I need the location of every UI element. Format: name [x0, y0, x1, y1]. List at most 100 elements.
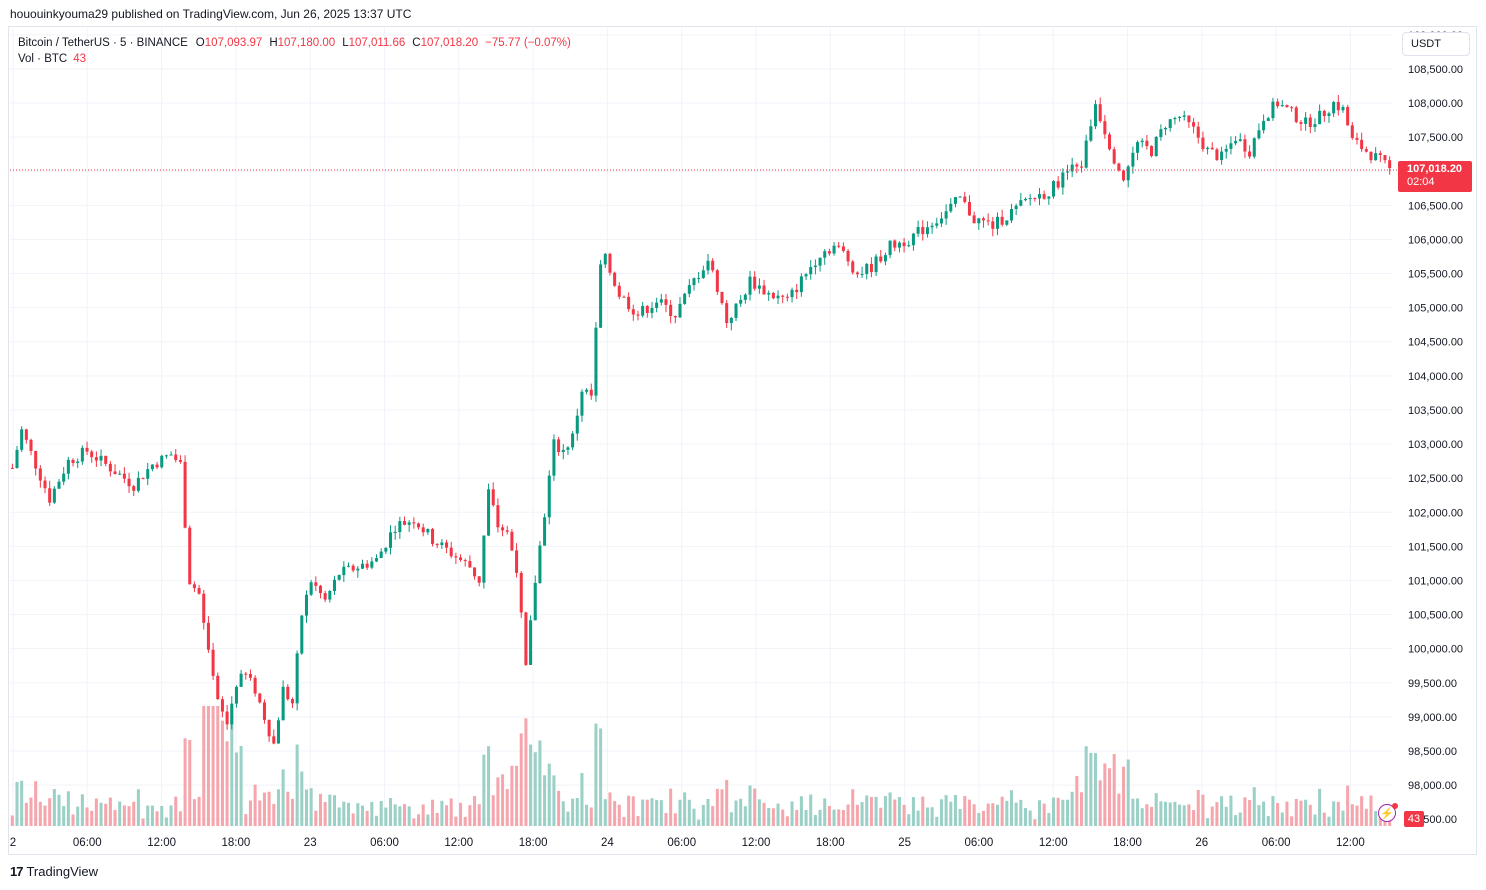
- volume-bar: [767, 807, 771, 826]
- volume-bar: [66, 791, 70, 826]
- candle-body: [1201, 137, 1205, 150]
- candle-body: [795, 289, 799, 293]
- candle-body: [1290, 107, 1294, 109]
- candle-body: [104, 455, 108, 464]
- volume-bar: [248, 800, 252, 826]
- candle-body: [1327, 113, 1331, 117]
- volume-bar: [76, 806, 80, 826]
- volume-bar: [921, 796, 925, 826]
- volume-bar: [911, 797, 915, 826]
- volume-bar: [524, 718, 528, 826]
- high-label: H: [269, 37, 278, 49]
- volume-bar: [655, 799, 659, 826]
- candle-body: [155, 464, 159, 468]
- volume-bar: [1075, 775, 1079, 826]
- volume-bar: [230, 711, 234, 826]
- candle-body: [407, 522, 411, 525]
- volume-bar: [771, 808, 775, 826]
- lightning-icon[interactable]: ⚡: [1378, 804, 1396, 822]
- volume-bar: [141, 818, 145, 826]
- candle-body: [865, 263, 869, 275]
- change-value: −75.77 (−0.07%): [485, 37, 571, 49]
- volume-bar: [412, 818, 416, 826]
- volume-bar: [351, 813, 355, 826]
- candle-body: [622, 296, 626, 298]
- volume-bar: [421, 804, 425, 826]
- candle-body: [440, 542, 444, 546]
- candle-body: [1005, 220, 1009, 225]
- candle-body: [20, 429, 24, 450]
- volume-bar: [468, 805, 472, 826]
- volume-bar: [753, 788, 757, 826]
- candle-body: [1360, 139, 1364, 150]
- volume-bar: [1070, 791, 1074, 826]
- volume-bar: [244, 814, 248, 826]
- volume-bar: [650, 798, 654, 826]
- candle-body: [463, 560, 467, 562]
- volume-bar: [1056, 797, 1060, 826]
- volume-bar: [1028, 810, 1032, 826]
- candle-body: [519, 572, 523, 613]
- candle-body: [566, 447, 570, 450]
- volume-bar: [309, 788, 313, 826]
- candle-body: [599, 264, 603, 328]
- volume-bar: [930, 807, 934, 826]
- candle-body: [1094, 104, 1098, 127]
- volume-bar: [1173, 801, 1177, 826]
- candle-body: [1168, 119, 1172, 129]
- volume-bar: [90, 810, 94, 826]
- candle-body: [1206, 147, 1210, 150]
- candle-body: [164, 455, 168, 457]
- volume-bar: [384, 807, 388, 826]
- candle-body: [473, 567, 477, 577]
- volume-bar: [1313, 814, 1317, 826]
- candle-body: [496, 505, 500, 528]
- candle-body: [431, 528, 435, 544]
- volume-bar: [160, 805, 164, 826]
- low-label: L: [342, 37, 349, 49]
- x-tick-label: 2: [10, 837, 16, 849]
- volume-bar: [1047, 812, 1051, 826]
- candle-body: [1037, 194, 1042, 199]
- y-tick-label: 105,000.00: [1408, 303, 1463, 315]
- volume-bar: [1126, 759, 1130, 826]
- volume-bar: [38, 801, 42, 826]
- volume-bar: [1355, 805, 1359, 826]
- volume-bar: [132, 801, 136, 826]
- currency-button[interactable]: USDT: [1402, 32, 1470, 56]
- candle-body: [771, 293, 775, 299]
- candle-body: [1322, 110, 1326, 117]
- x-tick-label: 06:00: [1262, 837, 1291, 849]
- candle-body: [944, 211, 948, 219]
- volume-bar: [1318, 788, 1322, 826]
- volume-bar: [1037, 800, 1042, 826]
- candle-body: [739, 299, 743, 304]
- volume-label[interactable]: Vol · BTC: [18, 53, 68, 65]
- candle-body: [38, 468, 42, 481]
- candle-body: [1196, 126, 1200, 138]
- candle-body: [879, 256, 883, 262]
- candle-body: [197, 588, 201, 594]
- candle-body: [972, 215, 976, 224]
- candle-body: [1159, 129, 1163, 137]
- volume-bar: [435, 812, 439, 826]
- candle-body: [543, 517, 547, 546]
- candle-body: [1065, 171, 1070, 173]
- symbol-label[interactable]: Bitcoin / TetherUS · 5 · BINANCE: [18, 37, 188, 49]
- tradingview-brand[interactable]: 17 TradingView: [10, 864, 98, 879]
- candle-body: [641, 306, 645, 316]
- candle-body: [1252, 138, 1256, 157]
- volume-bar: [585, 804, 589, 826]
- candle-body: [1299, 122, 1303, 124]
- candle-body: [150, 464, 154, 470]
- y-tick-label: 99,000.00: [1408, 712, 1457, 724]
- candle-body: [1145, 140, 1149, 147]
- volume-bar: [388, 798, 393, 826]
- candle-body: [949, 203, 953, 212]
- candle-body: [1266, 118, 1270, 121]
- candle-body: [15, 449, 19, 469]
- candle-body: [538, 545, 542, 583]
- candle-body: [552, 439, 556, 476]
- volume-bar: [566, 811, 570, 826]
